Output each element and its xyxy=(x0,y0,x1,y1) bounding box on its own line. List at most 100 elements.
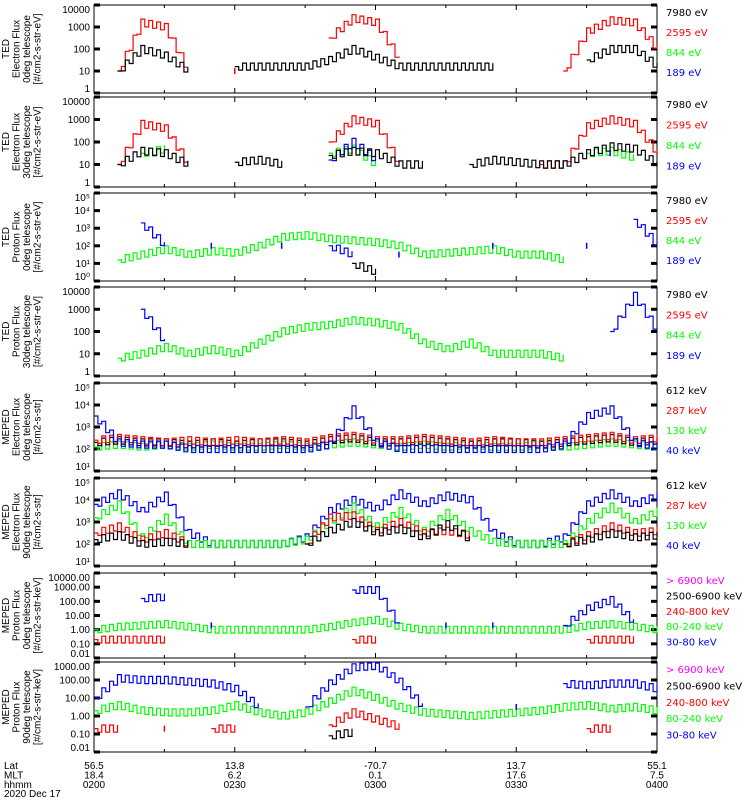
legend-entry: 30-80 keV xyxy=(666,638,717,649)
y-axis-label: TEDElectron Flux30deg telescope[#/cm2-s-… xyxy=(1,105,44,179)
x-tick-label-mlt: 17.6 xyxy=(507,771,527,782)
x-tick-label-mlt: 7.5 xyxy=(650,771,664,782)
x-tick-label-lat: 55.1 xyxy=(647,761,667,772)
y-tick-label: 1.00 xyxy=(71,625,91,636)
series-240-800-keV xyxy=(94,724,119,733)
x-row-label-hhmm: hhmm xyxy=(4,780,32,791)
panel-frame-1 xyxy=(93,4,658,94)
legend-entry: 240-800 keV xyxy=(666,698,730,709)
series-7980-eV xyxy=(586,44,658,68)
series-30-80-keV xyxy=(140,593,165,603)
y-axis-label-line: TED xyxy=(1,227,12,247)
legend-entry: 30-80 keV xyxy=(666,731,717,742)
y-tick-label: 100.00 xyxy=(59,676,90,687)
series-189-eV xyxy=(328,244,353,258)
legend-entry: 844 eV xyxy=(666,331,701,342)
y-tick-label: 10⁴ xyxy=(75,496,90,507)
legend-entry: 40 keV xyxy=(666,541,700,552)
series-2595-eV xyxy=(117,18,189,72)
y-axis-label-line: [#/cm2-s-str-keV] xyxy=(33,577,44,653)
series-7980-eV xyxy=(328,146,423,169)
legend-entry: 612 keV xyxy=(666,386,707,397)
series-844-eV xyxy=(117,231,564,264)
series-189-eV xyxy=(633,218,658,246)
series-287-keV xyxy=(94,522,189,547)
y-tick-label: 100.00 xyxy=(59,597,90,608)
series-30-80-keV xyxy=(563,595,635,627)
y-tick-label: 10⁴ xyxy=(75,206,90,217)
y-tick-label: 10⁵ xyxy=(75,193,90,204)
y-axis-label-line: 90deg telescope xyxy=(22,670,33,744)
date-label: 2020 Dec 17 xyxy=(4,789,61,800)
panel-frame-2 xyxy=(93,96,658,188)
legend-entry: 189 eV xyxy=(666,351,701,362)
x-tick-label-lat: 13.8 xyxy=(225,761,245,772)
legend-entry: 189 eV xyxy=(666,68,701,79)
x-tick-label-mlt: 18.4 xyxy=(84,771,104,782)
panel-frame-3 xyxy=(93,192,658,282)
y-tick-label: 1000 xyxy=(68,115,91,126)
series-30-80-keV xyxy=(94,674,259,709)
series-30-80-keV xyxy=(305,662,423,708)
y-axis-label-line: TED xyxy=(1,39,12,59)
legend-entry: 7980 eV xyxy=(666,8,708,19)
y-tick-label: 1000 xyxy=(68,23,91,34)
x-tick-label-hhmm: 0300 xyxy=(364,780,387,791)
series-2595-eV xyxy=(563,16,658,72)
y-tick-label: 10² xyxy=(76,540,91,551)
panel-frame-5 xyxy=(93,382,658,472)
series-2595-eV xyxy=(328,115,400,162)
series-80-240-keV xyxy=(94,686,658,720)
legend-entry: 189 eV xyxy=(666,162,701,173)
y-tick-label: 10³ xyxy=(76,518,91,529)
legend-entry: > 6900 keV xyxy=(666,665,725,676)
y-axis-label-line: 30deg telescope xyxy=(22,105,33,179)
y-axis-label-line: [#/cm2-s-str] xyxy=(33,399,44,455)
y-axis-label-line: 0deg telescope xyxy=(22,393,33,461)
y-axis-label-line: MEPED xyxy=(1,598,12,634)
legend-entry: 844 eV xyxy=(666,141,701,152)
y-tick-label: 0.01 xyxy=(71,649,91,660)
y-tick-label: 1 xyxy=(84,367,90,378)
x-row-label-mlt: MLT xyxy=(4,771,23,782)
series-40-keV xyxy=(94,489,658,549)
x-tick-label-lat: -70.7 xyxy=(364,761,387,772)
series-7980-eV xyxy=(469,142,658,169)
legend-entry: 7980 eV xyxy=(666,100,708,111)
y-tick-label: 10³ xyxy=(76,224,91,235)
y-axis-label-line: MEPED xyxy=(1,409,12,445)
series-240-800-keV xyxy=(586,724,611,733)
y-tick-label: 10.00 xyxy=(65,694,90,705)
y-tick-label: 0.10 xyxy=(71,730,91,741)
legend-entry: 287 keV xyxy=(666,501,707,512)
series-189-eV xyxy=(140,308,165,342)
legend-entry: 2500-6900 keV xyxy=(666,681,742,692)
y-tick-label: 100 xyxy=(73,327,90,338)
y-axis-label-line: Proton Flux xyxy=(12,306,23,357)
series-612-keV xyxy=(563,528,658,548)
y-axis-label-line: [#/cm2-s-str-eV] xyxy=(33,13,44,84)
y-axis-label-line: Electron Flux xyxy=(12,113,23,171)
y-tick-label: 100 xyxy=(73,138,90,149)
y-axis-label-line: [#/cm2-s-str-keV] xyxy=(33,669,44,745)
y-tick-label: 10 xyxy=(79,349,91,360)
legend-entry: 240-800 keV xyxy=(666,607,730,618)
series-612-keV xyxy=(94,531,189,548)
legend-entry: 844 eV xyxy=(666,236,701,247)
x-tick-label-hhmm: 0400 xyxy=(646,780,669,791)
y-tick-label: 10000 xyxy=(62,287,90,298)
legend-entry: 844 eV xyxy=(666,48,701,59)
y-tick-label: 1000 xyxy=(68,305,91,316)
y-tick-label: 10⁵ xyxy=(75,478,90,489)
legend-entry: 80-240 keV xyxy=(666,714,723,725)
series-240-800-keV xyxy=(328,708,400,730)
y-axis-label-line: 0deg telescope xyxy=(22,15,33,83)
y-axis-label-line: Electron Flux xyxy=(12,20,23,78)
x-tick-label-lat: 13.7 xyxy=(507,761,527,772)
legend-entry: 130 keV xyxy=(666,521,707,532)
y-tick-label: 10⁵ xyxy=(75,383,90,394)
y-axis-label-line: MEPED xyxy=(1,689,12,725)
y-tick-label: 10.00 xyxy=(65,611,90,622)
y-tick-label: 10⁴ xyxy=(75,401,90,412)
